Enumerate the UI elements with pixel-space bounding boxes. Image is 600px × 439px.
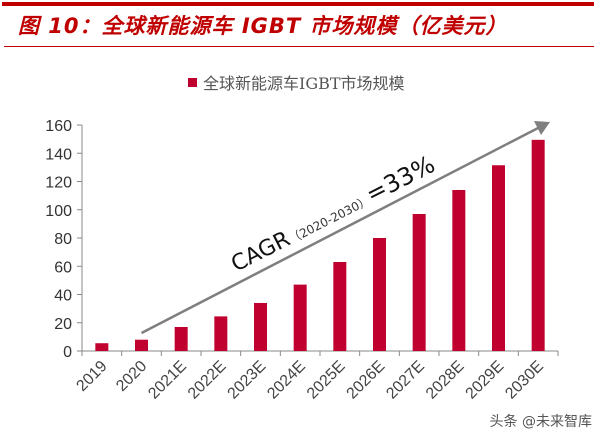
cagr-text: CAGR（2020-2030）=33%: [226, 150, 439, 277]
bar-2026E: [373, 238, 386, 351]
watermark: 头条 @未来智库: [489, 414, 592, 430]
y-tick-label: 120: [45, 175, 72, 192]
y-tick-label: 140: [45, 146, 72, 163]
x-tick-label: 2022E: [185, 358, 230, 403]
x-tick-label: 2030E: [502, 358, 547, 403]
legend: 全球新能源车IGBT市场规模: [188, 70, 405, 94]
x-tick-label: 2027E: [383, 358, 428, 403]
cagr-arrow-line: [140, 125, 541, 335]
cagr-label: CAGR: [227, 227, 294, 278]
bar-2030E: [531, 139, 545, 351]
legend-label: 全球新能源车IGBT市场规模: [203, 74, 405, 93]
top-rule: [2, 2, 594, 6]
y-tick-label: 40: [54, 288, 72, 305]
y-tick-label: 160: [45, 118, 72, 135]
y-tick-label: 20: [54, 316, 72, 333]
bar-2019: [95, 343, 109, 351]
bar-2027E: [412, 213, 426, 351]
x-tick-label: 2025E: [304, 358, 349, 403]
bar-2028E: [452, 189, 466, 351]
x-tick-label: 2028E: [423, 358, 468, 403]
y-tick-label: 0: [63, 344, 72, 361]
bar-2025E: [333, 262, 347, 351]
figure-title: 图 10：全球新能源车 IGBT 市场规模（亿美元）: [18, 14, 508, 38]
title-underline: [4, 46, 594, 47]
bar-2022E: [214, 316, 228, 351]
bar-2023E: [254, 302, 267, 351]
y-tick-label: 80: [54, 231, 72, 248]
y-tick-label: 100: [45, 203, 72, 220]
bar-2029E: [492, 165, 505, 351]
cagr-arrowhead-icon: [534, 121, 550, 135]
x-tick-label: 2019: [73, 358, 110, 395]
y-tick-label: 60: [54, 259, 72, 276]
bar-2020: [135, 339, 148, 351]
x-tick-label: 2020: [113, 358, 150, 395]
x-tick-label: 2021E: [145, 358, 190, 403]
bar-2024E: [293, 284, 307, 351]
legend-swatch: [188, 77, 197, 87]
bar-2021E: [174, 326, 188, 351]
x-tick-label: 2029E: [463, 358, 508, 403]
x-tick-label: 2026E: [344, 358, 389, 403]
cagr-annotation: CAGR（2020-2030）=33%: [226, 150, 439, 277]
x-tick-label: 2023E: [225, 358, 270, 403]
x-tick-label: 2024E: [264, 358, 309, 403]
